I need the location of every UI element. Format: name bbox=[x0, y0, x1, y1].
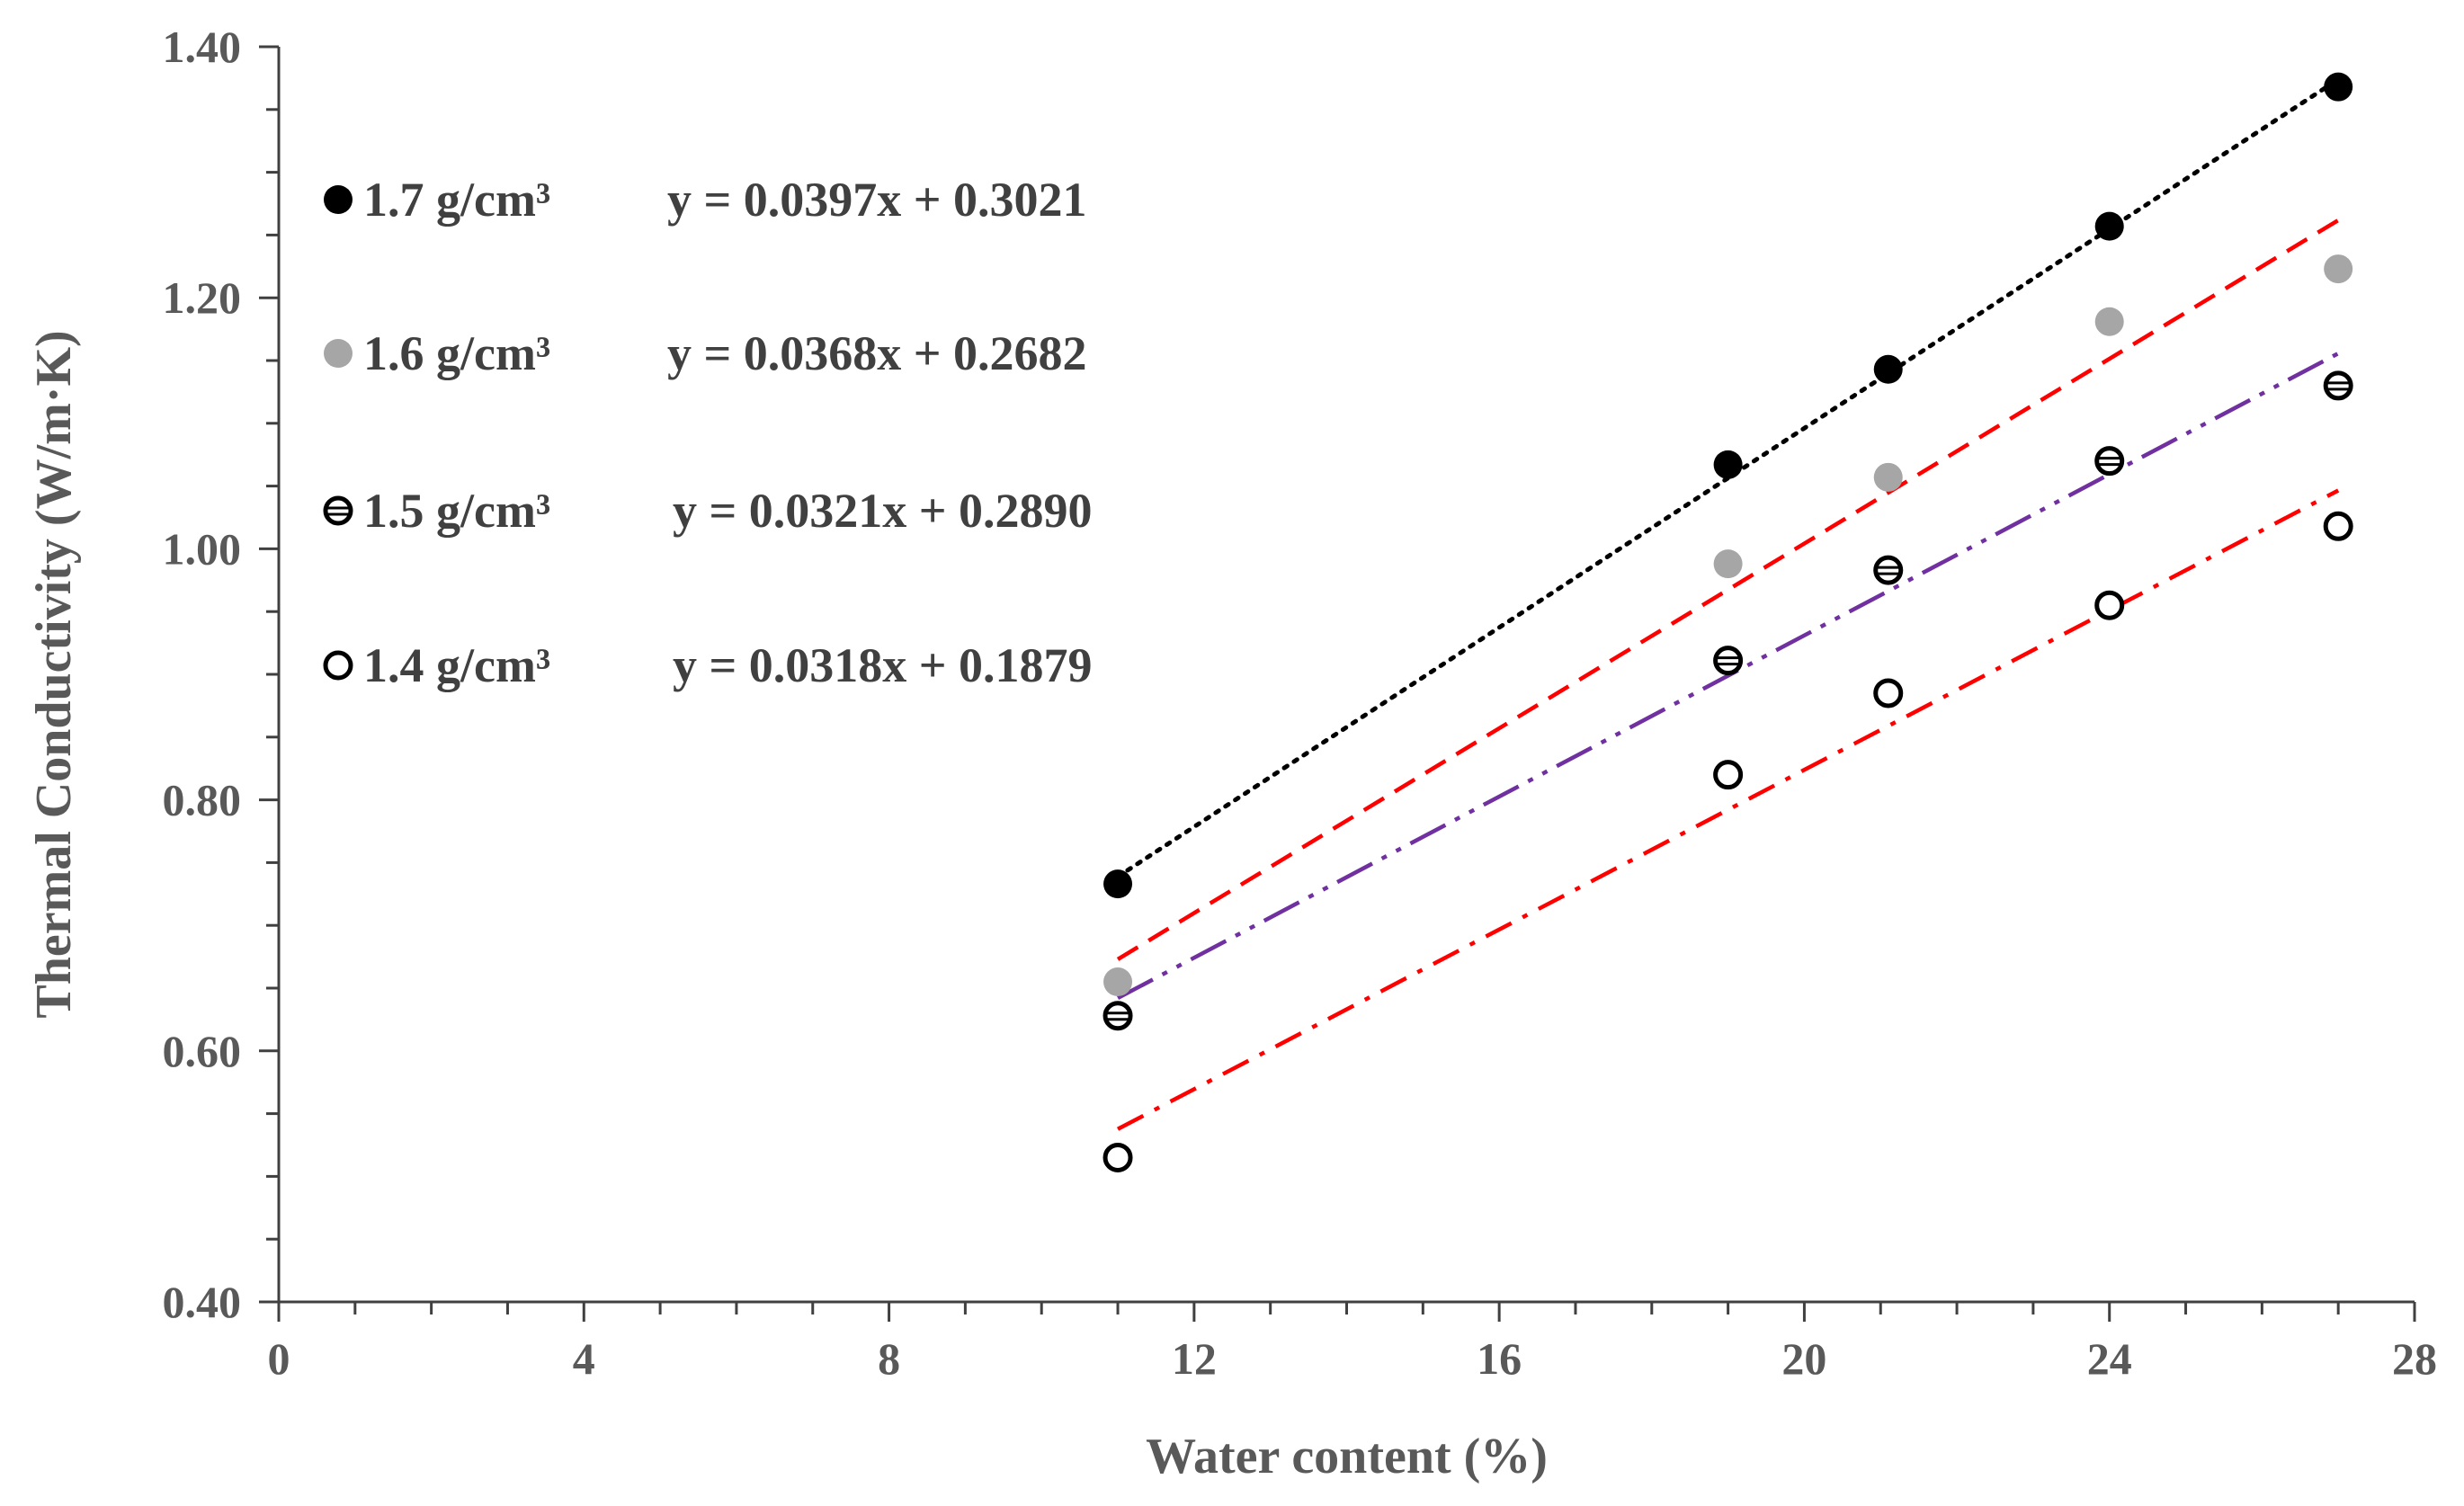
point-s1-2 bbox=[1713, 450, 1743, 479]
point-s3-3 bbox=[1873, 555, 1904, 585]
y-tick-label: 1.40 bbox=[163, 22, 242, 72]
point-s4-4 bbox=[2094, 590, 2125, 620]
legend-marker-2-dot bbox=[324, 339, 353, 368]
point-s2-4 bbox=[2094, 307, 2124, 336]
legend-equation-1: y = 0.0397x + 0.3021 bbox=[667, 173, 1087, 227]
point-s1-5 bbox=[2324, 72, 2353, 102]
point-s4-1-ring bbox=[1103, 1142, 1133, 1172]
point-s4-3-ring bbox=[1873, 678, 1904, 708]
x-tick-label: 4 bbox=[573, 1333, 595, 1384]
minor-ticks bbox=[259, 45, 2416, 1322]
trendlines bbox=[1115, 76, 2341, 1131]
x-tick-label: 12 bbox=[1172, 1333, 1217, 1384]
y-tick-label: 0.40 bbox=[163, 1277, 242, 1327]
point-s2-2-dot bbox=[1713, 549, 1743, 579]
point-s1-2-dot bbox=[1713, 450, 1743, 479]
point-s2-1-dot bbox=[1103, 967, 1133, 997]
point-s4-3 bbox=[1873, 678, 1904, 708]
legend-marker-3-ring bbox=[323, 495, 353, 526]
axes bbox=[277, 47, 2415, 1304]
legend: 1.7 g/cm³ y = 0.0397x + 0.3021 1.6 g/cm³ y … bbox=[323, 173, 1093, 692]
point-s4-1 bbox=[1103, 1142, 1133, 1172]
x-tick-label: 8 bbox=[878, 1333, 900, 1384]
point-s4-5 bbox=[2323, 511, 2353, 541]
x-tick-label: 0 bbox=[268, 1333, 290, 1384]
point-s1-5-dot bbox=[2324, 72, 2353, 102]
point-s3-5 bbox=[2323, 370, 2353, 401]
legend-marker-4 bbox=[323, 650, 353, 681]
point-s1-3-dot bbox=[1873, 354, 1903, 384]
point-s1-1 bbox=[1103, 869, 1133, 899]
y-tick-label: 1.00 bbox=[163, 523, 242, 574]
point-s3-2 bbox=[1713, 646, 1744, 676]
legend-marker-4-ring bbox=[323, 650, 353, 681]
legend-marker-1 bbox=[324, 185, 353, 214]
x-tick-labels: 0 4 8 12 16 20 24 28 bbox=[268, 1333, 2438, 1384]
legend-marker-1-dot bbox=[324, 185, 353, 214]
x-tick-label: 20 bbox=[1781, 1333, 1826, 1384]
point-s2-3-dot bbox=[1873, 462, 1903, 492]
point-s3-1 bbox=[1103, 1001, 1133, 1031]
point-s3-1-ring bbox=[1103, 1001, 1133, 1031]
point-s2-2 bbox=[1713, 549, 1743, 579]
point-s1-4-dot bbox=[2094, 211, 2124, 241]
point-s2-3 bbox=[1873, 462, 1903, 492]
x-tick-label: 28 bbox=[2392, 1333, 2437, 1384]
point-s1-1-dot bbox=[1103, 869, 1133, 899]
x-tick-label: 16 bbox=[1477, 1333, 1522, 1384]
y-axis-title: Thermal Conductivity (W/m·K) bbox=[26, 330, 82, 1018]
point-s2-4-dot bbox=[2094, 307, 2124, 336]
point-s1-3 bbox=[1873, 354, 1903, 384]
legend-equation-2: y = 0.0368x + 0.2682 bbox=[667, 326, 1087, 380]
point-s3-4 bbox=[2094, 446, 2125, 477]
y-tick-label: 0.80 bbox=[163, 775, 242, 825]
point-s4-5-ring bbox=[2323, 511, 2353, 541]
legend-equation-3: y = 0.0321x + 0.2890 bbox=[673, 484, 1093, 538]
y-tick-label: 0.60 bbox=[163, 1026, 242, 1076]
point-s3-5-ring bbox=[2323, 370, 2353, 401]
legend-equation-4: y = 0.0318x + 0.1879 bbox=[673, 638, 1093, 692]
data-points bbox=[1103, 72, 2353, 1172]
y-tick-label: 1.20 bbox=[163, 272, 242, 323]
legend-label-4: 1.4 g/cm³ bbox=[363, 638, 550, 692]
legend-label-2: 1.6 g/cm³ bbox=[363, 326, 550, 380]
point-s2-5-dot bbox=[2324, 254, 2353, 284]
legend-label-3: 1.5 g/cm³ bbox=[363, 484, 550, 538]
trendline-2 bbox=[1116, 218, 2340, 961]
legend-marker-3 bbox=[323, 495, 353, 526]
point-s1-4 bbox=[2094, 211, 2124, 241]
point-s3-3-ring bbox=[1873, 555, 1904, 585]
point-s2-5 bbox=[2324, 254, 2353, 284]
trendline-3 bbox=[1116, 352, 2340, 1001]
legend-marker-2 bbox=[324, 339, 353, 368]
point-s4-4-ring bbox=[2094, 590, 2125, 620]
trendline-4 bbox=[1116, 488, 2340, 1131]
y-tick-labels: 0.40 0.60 0.80 1.00 1.20 1.40 bbox=[163, 22, 242, 1327]
point-s3-4-ring bbox=[2094, 446, 2125, 477]
legend-label-1: 1.7 g/cm³ bbox=[363, 173, 550, 227]
point-s3-2-ring bbox=[1713, 646, 1744, 676]
x-tick-label: 24 bbox=[2087, 1333, 2132, 1384]
x-axis-title: Water content (%) bbox=[1146, 1429, 1548, 1484]
point-s4-2 bbox=[1713, 760, 1744, 790]
point-s4-2-ring bbox=[1713, 760, 1744, 790]
point-s2-1 bbox=[1103, 967, 1133, 997]
